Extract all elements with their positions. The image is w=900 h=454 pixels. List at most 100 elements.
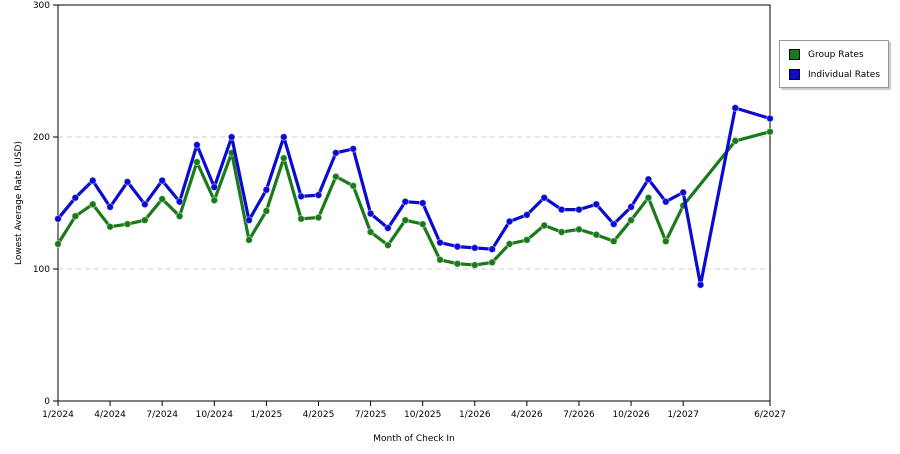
data-point-group-rates	[470, 261, 479, 269]
x-tick-label-1-2027: 1/2027	[667, 410, 699, 420]
data-point-group-rates	[418, 220, 427, 229]
data-point-individual-rates	[592, 200, 601, 209]
data-point-group-rates	[54, 240, 62, 248]
data-point-group-rates	[731, 137, 740, 145]
data-point-group-rates	[140, 216, 149, 225]
x-tick-label-1-2026: 1/2026	[459, 410, 491, 420]
legend-swatch-individual-rates	[789, 69, 800, 80]
data-point-individual-rates	[71, 193, 80, 202]
data-point-individual-rates	[245, 216, 253, 225]
x-tick-label-10-2026: 10/2026	[612, 410, 650, 420]
data-point-individual-rates	[522, 210, 531, 219]
plot-area-border	[57, 4, 771, 402]
legend-item-group-rates: Group Rates	[789, 48, 864, 61]
data-point-individual-rates	[470, 243, 479, 252]
x-tick-label-7-2026: 7/2026	[563, 410, 595, 420]
data-point-group-rates	[575, 225, 583, 234]
y-axis-title: Lowest Average Rate (USD)	[14, 141, 24, 265]
data-point-individual-rates	[661, 197, 670, 206]
y-tick-label-300: 300	[33, 1, 50, 11]
data-point-group-rates	[488, 258, 497, 267]
data-point-individual-rates	[609, 220, 618, 229]
data-point-individual-rates	[557, 205, 566, 214]
data-point-group-rates	[175, 212, 184, 221]
data-point-group-rates	[331, 172, 340, 181]
y-tick-label-200: 200	[33, 133, 50, 143]
x-tick-label-7-2024: 7/2024	[146, 410, 178, 420]
data-point-individual-rates	[88, 176, 97, 185]
data-point-individual-rates	[418, 199, 427, 207]
data-point-individual-rates	[627, 203, 635, 211]
data-point-individual-rates	[644, 175, 653, 184]
data-point-group-rates	[262, 207, 271, 215]
data-point-group-rates	[106, 222, 114, 231]
data-point-group-rates	[766, 127, 774, 136]
data-point-individual-rates	[401, 197, 410, 206]
data-point-group-rates	[349, 181, 358, 190]
data-point-individual-rates	[140, 200, 149, 209]
data-point-group-rates	[193, 158, 201, 166]
data-point-group-rates	[88, 200, 97, 209]
data-point-group-rates	[366, 228, 375, 236]
x-tick-label-6-2027: 6/2027	[754, 410, 786, 420]
data-point-group-rates	[644, 193, 653, 202]
y-tick-label-100: 100	[33, 265, 50, 275]
data-point-individual-rates	[262, 185, 271, 194]
x-tick-label-4-2026: 4/2026	[511, 410, 543, 420]
data-point-group-rates	[279, 154, 288, 163]
data-point-individual-rates	[175, 197, 184, 206]
data-point-individual-rates	[123, 177, 132, 186]
data-point-individual-rates	[731, 104, 740, 112]
data-point-individual-rates	[314, 191, 323, 199]
data-point-group-rates	[401, 216, 410, 225]
y-tick-label-0: 0	[44, 397, 50, 407]
data-point-individual-rates	[575, 205, 583, 214]
x-tick-label-7-2025: 7/2025	[355, 410, 387, 420]
data-point-individual-rates	[158, 176, 167, 185]
data-point-group-rates	[158, 195, 167, 203]
data-point-group-rates	[505, 240, 514, 248]
data-point-individual-rates	[540, 193, 549, 202]
data-point-individual-rates	[453, 242, 462, 251]
data-point-individual-rates	[696, 280, 705, 289]
data-point-group-rates	[436, 255, 444, 264]
series-line-individual-rates	[56, 106, 771, 287]
x-tick-label-1-2024: 1/2024	[42, 410, 74, 420]
data-point-individual-rates	[488, 245, 497, 254]
data-point-individual-rates	[436, 238, 444, 247]
x-tick-label-4-2024: 4/2024	[94, 410, 126, 420]
data-point-group-rates	[522, 236, 531, 244]
data-point-group-rates	[210, 196, 219, 205]
data-point-individual-rates	[54, 214, 62, 223]
data-point-group-rates	[384, 241, 392, 250]
data-point-group-rates	[557, 228, 566, 236]
legend-label-individual-rates: Individual Rates	[808, 69, 881, 80]
data-point-individual-rates	[766, 114, 774, 123]
data-point-group-rates	[314, 213, 323, 222]
data-point-group-rates	[245, 236, 253, 244]
x-tick-label-4-2025: 4/2025	[303, 410, 335, 420]
data-point-individual-rates	[331, 148, 340, 157]
x-tick-label-10-2025: 10/2025	[404, 410, 441, 420]
legend-label-group-rates: Group Rates	[808, 49, 864, 60]
chart-legend: Group Rates Individual Rates	[779, 40, 889, 88]
x-tick-label-1-2025: 1/2025	[251, 410, 283, 420]
data-point-group-rates	[71, 212, 80, 221]
data-point-group-rates	[627, 216, 635, 225]
data-point-individual-rates	[297, 192, 306, 201]
data-point-group-rates	[540, 221, 549, 230]
data-point-group-rates	[661, 237, 670, 246]
data-point-individual-rates	[106, 203, 114, 211]
x-tick-label-10-2024: 10/2024	[196, 410, 234, 420]
data-point-individual-rates	[210, 183, 219, 192]
legend-item-individual-rates: Individual Rates	[789, 68, 880, 81]
legend-swatch-group-rates	[789, 49, 800, 60]
data-point-group-rates	[297, 214, 306, 223]
data-point-individual-rates	[366, 209, 375, 218]
data-point-individual-rates	[279, 133, 288, 141]
data-point-group-rates	[123, 220, 132, 229]
data-point-individual-rates	[227, 133, 236, 141]
data-point-individual-rates	[679, 188, 688, 197]
